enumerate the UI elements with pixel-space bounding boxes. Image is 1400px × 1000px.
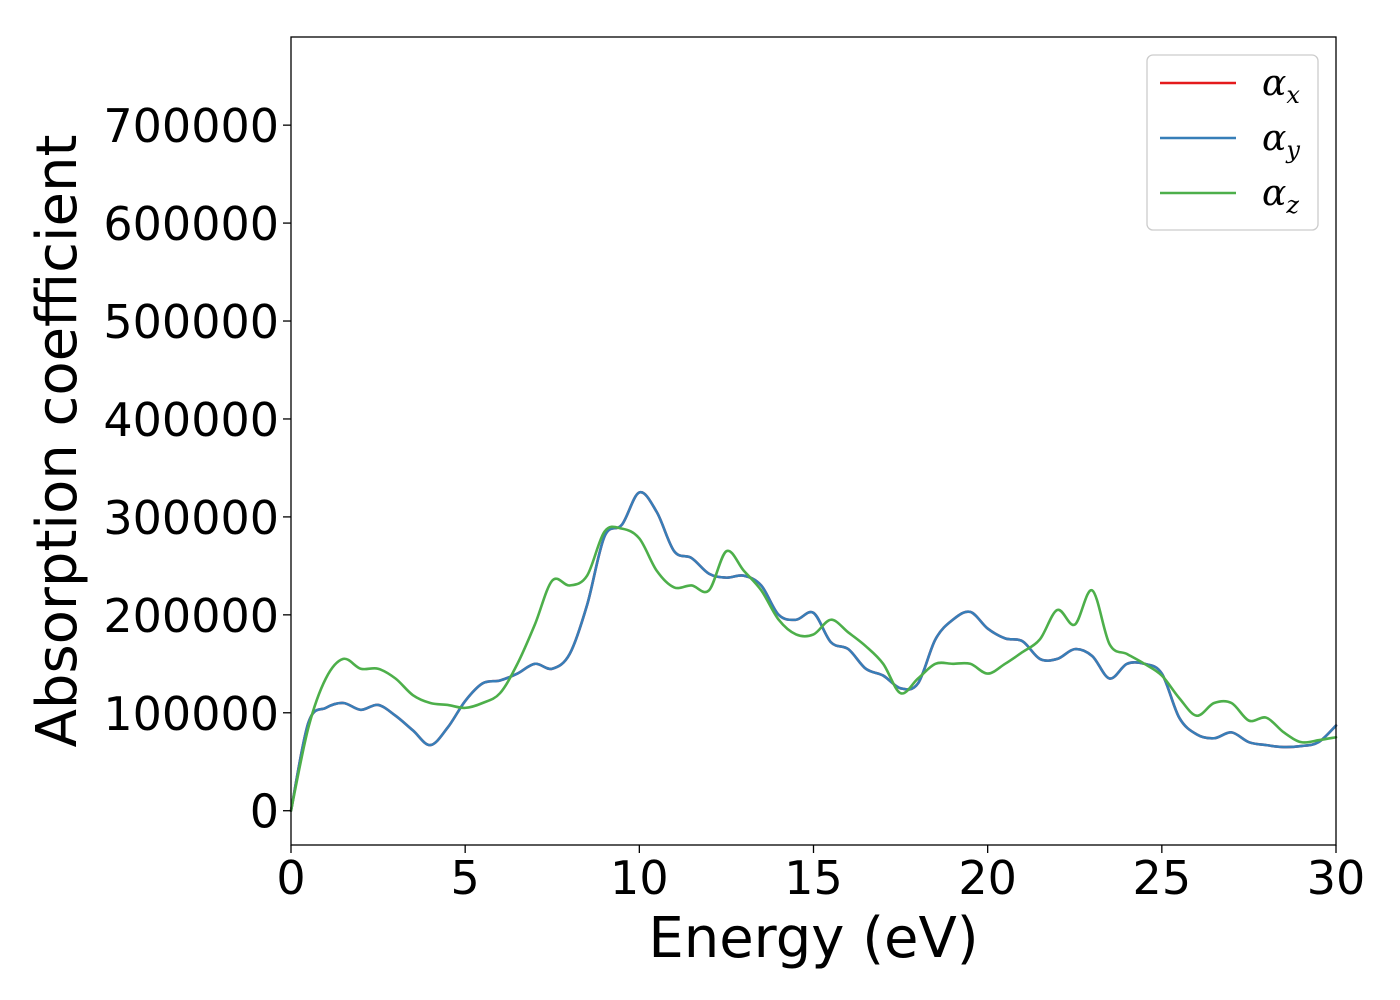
- legend-box: [1146, 54, 1319, 231]
- y-tick-label: 600000: [103, 197, 279, 251]
- y-tick-label: 400000: [103, 393, 279, 447]
- y-tick-label: 500000: [103, 295, 279, 349]
- x-tick-label: 25: [1133, 851, 1192, 905]
- y-tick-label: 200000: [103, 589, 279, 643]
- x-axis: 0 5 10 15 20 25 30: [276, 845, 1365, 905]
- y-tick-label: 0: [250, 785, 279, 839]
- x-tick-label: 5: [451, 851, 480, 905]
- y-axis: 0 100000 200000 300000 400000 500000 600000 700…: [103, 99, 291, 839]
- x-tick-label: 15: [784, 851, 843, 905]
- x-tick-label: 0: [276, 851, 305, 905]
- y-tick-label: 100000: [103, 687, 279, 741]
- series-line-y: [289, 490, 1338, 813]
- x-tick-label: 10: [610, 851, 669, 905]
- series-layer: [289, 490, 1338, 813]
- series-line-z: [289, 525, 1338, 813]
- y-tick-label: 300000: [103, 491, 279, 545]
- y-tick-label: 700000: [103, 99, 279, 153]
- legend-label-z: αz: [1262, 173, 1299, 219]
- x-tick-label: 20: [958, 851, 1017, 905]
- x-axis-label: Energy (eV): [648, 906, 978, 971]
- y-axis-label: Absorption coefficient: [25, 135, 90, 748]
- x-tick-label: 30: [1307, 851, 1366, 905]
